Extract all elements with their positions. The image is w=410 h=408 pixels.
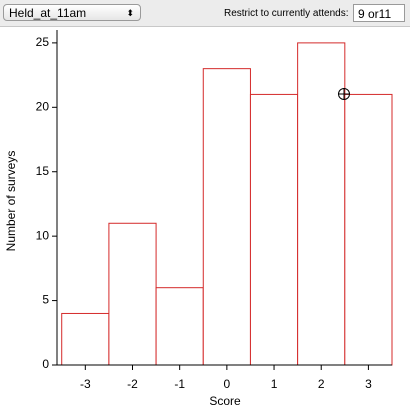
x-tick-label: -2: [127, 377, 138, 391]
restrict-label: Restrict to currently attends:: [224, 8, 349, 19]
dropdown[interactable]: Held_at_11am ⬍: [3, 4, 141, 21]
y-tick-label: 10: [36, 228, 50, 242]
x-tick-label: 2: [318, 377, 325, 391]
x-axis-label: Score: [209, 394, 241, 408]
dropdown-arrow: ⬍: [126, 8, 134, 18]
y-tick-label: 25: [36, 35, 50, 49]
y-tick-label: 15: [36, 164, 50, 178]
toolbar: Held_at_11am ⬍ Restrict to currently atte…: [0, 0, 410, 27]
bar: [61, 312, 110, 366]
bar: [108, 222, 157, 366]
x-tick-label: 1: [271, 377, 278, 391]
x-tick-label: 0: [224, 377, 231, 391]
x-tick-label: -3: [80, 377, 91, 391]
y-tick-label: 20: [36, 99, 50, 113]
bar: [155, 287, 204, 366]
cursor: [338, 88, 350, 100]
y-tick-label: 5: [42, 293, 49, 307]
dropdown-text: Held_at_11am: [9, 6, 87, 20]
x-tick-label: -1: [174, 377, 185, 391]
y-axis-label: Number of surveys: [4, 151, 18, 252]
restrict-input[interactable]: 9 or11: [353, 4, 405, 22]
bar: [249, 93, 299, 366]
bar: [202, 68, 251, 366]
y-tick-label: 0: [42, 357, 49, 371]
bar: [297, 42, 346, 366]
x-tick-label: 3: [365, 377, 372, 391]
bar: [344, 93, 393, 366]
